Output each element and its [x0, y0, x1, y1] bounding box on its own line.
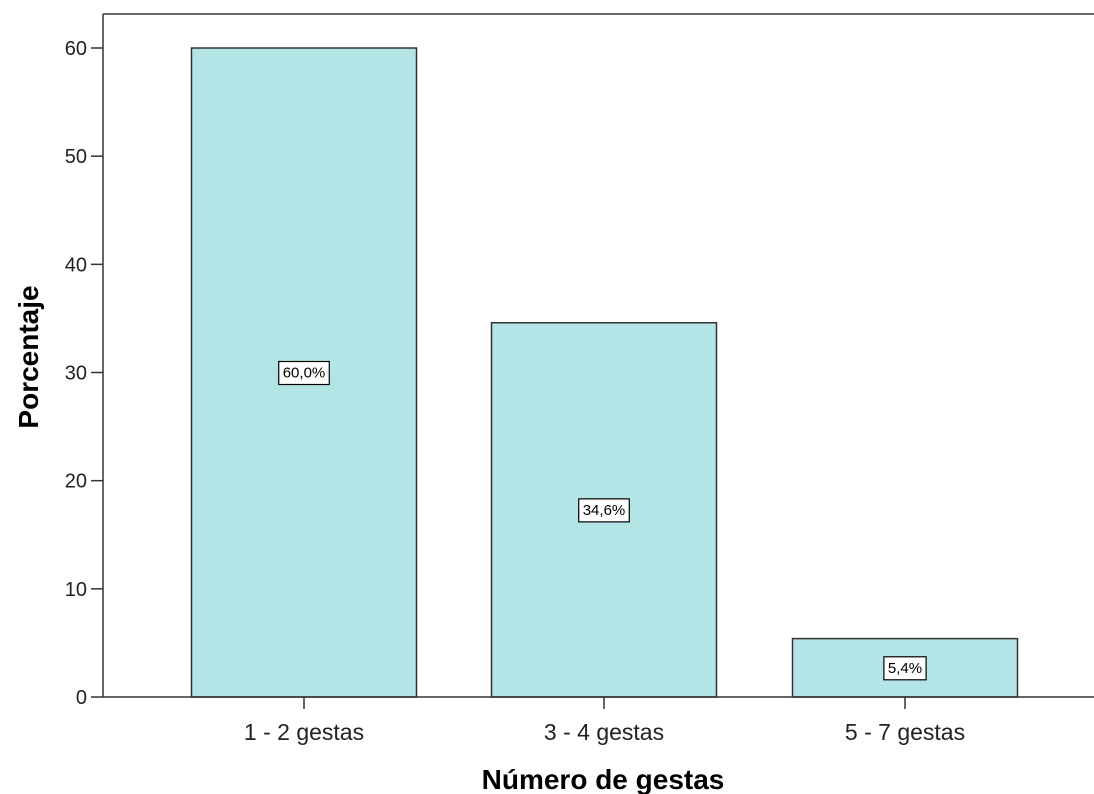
- x-axis: 1 - 2 gestas 3 - 4 gestas 5 - 7 gestas: [103, 696, 1094, 745]
- data-label-2: 34,6%: [578, 498, 630, 523]
- x-tick-label: 3 - 4 gestas: [544, 719, 664, 745]
- data-label-text: 5,4%: [888, 660, 922, 677]
- y-tick-label: 30: [65, 363, 87, 385]
- data-labels-group: 60,0% 34,6% 5,4%: [278, 360, 927, 681]
- data-label-text: 60,0%: [283, 365, 326, 382]
- data-label-box: [278, 360, 330, 386]
- data-label-3: 5,4%: [883, 656, 927, 681]
- y-axis-title: Porcentaje: [13, 285, 44, 428]
- data-label-text: 34,6%: [583, 502, 626, 519]
- y-tick-label: 60: [65, 38, 87, 60]
- y-tick-label: 10: [65, 579, 87, 601]
- data-label-box: [578, 498, 630, 523]
- x-tick-label: 5 - 7 gestas: [845, 719, 965, 745]
- y-tick-label: 20: [65, 471, 87, 493]
- y-tick-label: 40: [65, 254, 87, 276]
- x-axis-title: Número de gestas: [482, 764, 725, 794]
- x-tick-label: 1 - 2 gestas: [244, 719, 364, 745]
- y-tick-label: 50: [65, 146, 87, 168]
- data-label-1: 60,0%: [278, 360, 330, 386]
- y-tick-label: 0: [76, 687, 87, 709]
- y-axis: 0 10 20 30 40 50 60: [65, 14, 104, 709]
- data-label-box: [883, 656, 927, 681]
